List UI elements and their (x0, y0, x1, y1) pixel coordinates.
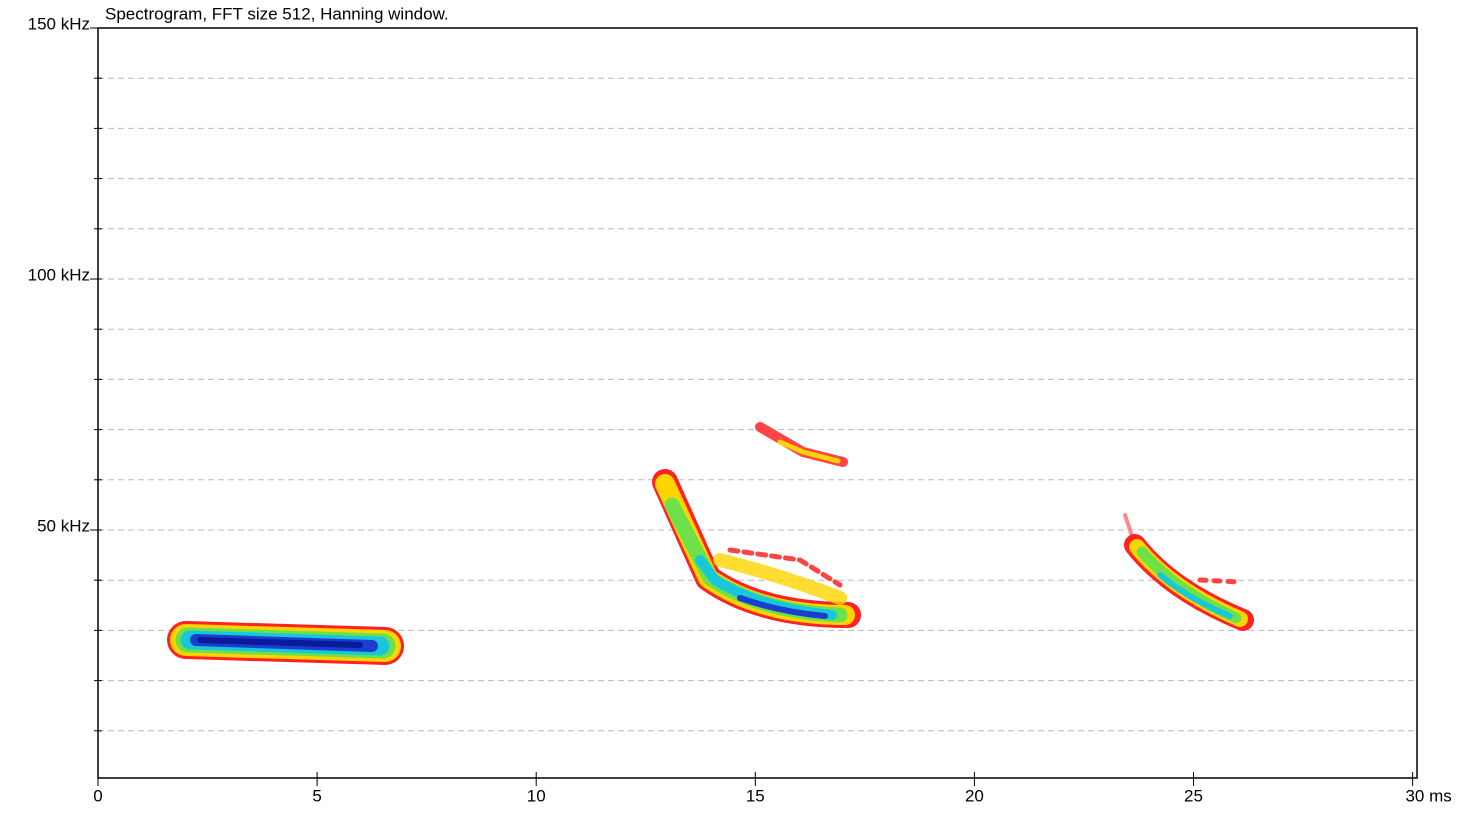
call-2 (652, 422, 861, 628)
call-1 (167, 621, 404, 665)
x-tick-label: 20 (965, 786, 984, 805)
spectrogram-energy (167, 422, 1254, 665)
x-tick-label: 10 (527, 786, 546, 805)
x-tick-label: 25 (1184, 786, 1203, 805)
x-tick-label: 30 ms (1405, 786, 1451, 805)
x-tick-label: 0 (93, 786, 102, 805)
y-tick-label: 150 kHz (28, 14, 90, 33)
x-tick-label: 15 (746, 786, 765, 805)
call-3 (1123, 513, 1254, 631)
plot-frame (97, 27, 1418, 779)
x-tick-label: 5 (312, 786, 321, 805)
y-tick-label: 100 kHz (28, 265, 90, 284)
chart-title: Spectrogram, FFT size 512, Hanning windo… (105, 4, 449, 23)
y-tick-label: 50 kHz (37, 516, 90, 535)
